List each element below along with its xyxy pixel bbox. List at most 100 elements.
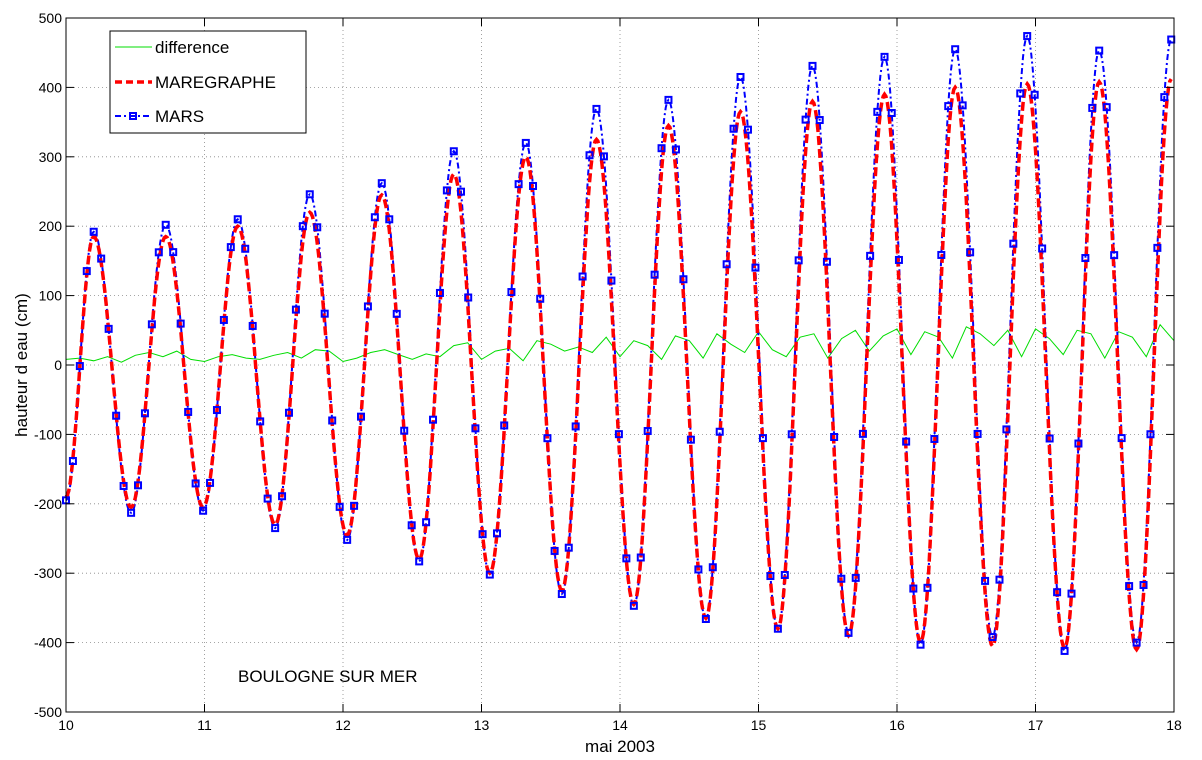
mars-marker [607,276,616,285]
mars-marker [894,255,903,264]
mars-marker [851,573,860,582]
mars-marker [1002,425,1011,434]
mars-marker [1095,46,1104,55]
mars-marker [343,535,352,544]
mars-marker [206,478,215,487]
mars-marker [679,275,688,284]
mars-marker [794,256,803,265]
mars-marker [1146,430,1155,439]
mars-marker [147,320,156,329]
mars-marker [743,125,752,134]
mars-marker [278,492,287,501]
legend-marker-mars [129,112,137,120]
y-tick-label: -100 [34,426,62,442]
mars-marker [592,104,601,113]
mars-marker [729,124,738,133]
mars-marker [471,424,480,433]
mars-marker [241,244,250,253]
mars-marker [184,407,193,416]
mars-marker [988,633,997,642]
mars-marker [370,213,379,222]
y-tick-label: 300 [39,149,63,165]
mars-marker [507,288,516,297]
mars-marker [514,180,523,189]
mars-marker [629,601,638,610]
mars-marker [585,151,594,160]
mars-marker [385,215,394,224]
mars-marker [75,362,84,371]
mars-marker [1030,90,1039,99]
mars-marker [1074,439,1083,448]
mars-marker [1067,589,1076,598]
mars-marker [815,116,824,125]
axis-ticks: 10 11 12 13 14 15 16 17 18 -500 -400 -300 -200 -100 0 1… [34,10,1182,733]
mars-marker [233,215,242,224]
mars-marker [701,615,710,624]
mars-marker [263,494,272,503]
mars-marker [1132,638,1141,647]
mars-marker [429,415,438,424]
mars-marker [550,546,559,555]
mars-marker [521,138,530,147]
mars-marker [407,521,416,530]
series-difference-line [65,323,1175,363]
mars-marker [1016,89,1025,98]
mars-marker [493,529,502,538]
mars-marker [485,570,494,579]
mars-marker [169,248,178,257]
mars-marker [801,115,810,124]
mars-marker [271,524,280,533]
y-tick-label: 500 [39,10,63,26]
mars-marker [1060,646,1069,655]
mars-marker [68,456,77,465]
mars-marker [708,563,717,572]
mars-marker [363,302,372,311]
mars-marker [284,408,293,417]
mars-marker [1110,251,1119,260]
legend-label-maregraphe: MAREGRAPHE [155,73,276,92]
mars-marker [966,248,975,257]
mars-marker [751,263,760,272]
mars-marker [212,406,221,415]
y-tick-label: -200 [34,496,62,512]
mars-marker [981,576,990,585]
mars-marker [1009,239,1018,248]
mars-marker [909,584,918,593]
mars-marker [442,186,451,195]
mars-marker [643,427,652,436]
mars-marker [543,434,552,443]
legend-label-mars: MARS [155,107,204,126]
mars-marker [830,432,839,441]
x-tick-label: 12 [335,717,351,733]
mars-marker [97,254,106,263]
x-tick-label: 10 [58,717,74,733]
mars-marker [248,321,257,330]
mars-marker [916,640,925,649]
mars-marker [766,572,775,581]
mars-marker [844,628,853,637]
mars-marker [82,267,91,276]
series-maregraphe-line [64,78,1173,653]
mars-marker [650,270,659,279]
mars-marker [736,72,745,81]
mars-marker [305,190,314,199]
mars-marker [1038,244,1047,253]
x-tick-label: 16 [889,717,905,733]
mars-marker [140,409,149,418]
mars-marker [256,417,265,426]
series-group [62,32,1176,655]
mars-marker [119,481,128,490]
legend: difference MAREGRAPHE MARS [109,30,307,134]
mars-marker [357,412,366,421]
mars-marker [937,250,946,259]
mars-marker [557,590,566,599]
mars-marker [837,574,846,583]
mars-marker [995,575,1004,584]
mars-marker [873,107,882,116]
mars-marker [161,220,170,229]
mars-marker [400,426,409,435]
mars-marker [657,144,666,153]
mars-marker [377,179,386,188]
mars-marker [89,227,98,236]
